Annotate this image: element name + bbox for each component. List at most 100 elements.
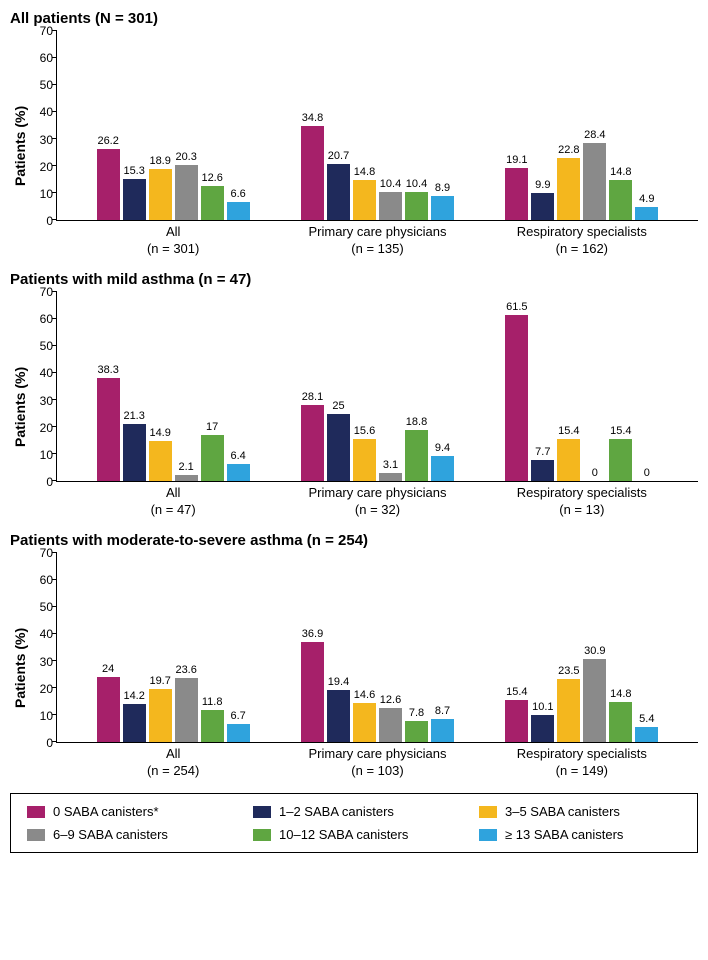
- x-labels: All(n = 47)Primary care physicians(n = 3…: [57, 485, 698, 519]
- bar: 26.2: [97, 149, 120, 220]
- bar-value-label: 18.9: [149, 155, 170, 167]
- y-tick: 50: [40, 339, 53, 353]
- bar-value-label: 14.8: [354, 166, 375, 178]
- bar-value-label: 10.4: [380, 178, 401, 190]
- chart: Patients (%)0102030405060702414.219.723.…: [10, 553, 698, 783]
- y-tick: 30: [40, 133, 53, 147]
- bar: 20.3: [175, 165, 198, 220]
- bar-group: 15.410.123.530.914.85.4: [480, 553, 684, 742]
- legend-label: 1–2 SABA canisters: [279, 804, 394, 819]
- bar: 6.4: [227, 464, 250, 481]
- legend-label: 3–5 SABA canisters: [505, 804, 620, 819]
- legend: 0 SABA canisters*1–2 SABA canisters3–5 S…: [10, 793, 698, 853]
- bar-value-label: 21.3: [123, 410, 144, 422]
- bar-value-label: 3.1: [383, 459, 398, 471]
- bar-group: 28.12515.63.118.89.4: [275, 292, 479, 481]
- bar-value-label: 14.6: [354, 689, 375, 701]
- y-ticks: 010203040506070: [30, 292, 56, 522]
- panel-title: Patients with mild asthma (n = 47): [10, 271, 698, 288]
- bar-value-label: 8.9: [435, 182, 450, 194]
- y-axis-label: Patients (%): [10, 553, 30, 783]
- y-tick: 40: [40, 366, 53, 380]
- bar-group: 34.8 20.7 14.8 10.4 10.4 8.9: [275, 31, 479, 220]
- y-tick: 10: [40, 448, 53, 462]
- bar-value-label: 23.5: [558, 665, 579, 677]
- bar: 9.9: [531, 193, 554, 220]
- bar: 19.1: [505, 168, 528, 220]
- bar-value-label: 15.6: [354, 425, 375, 437]
- bar: 10.4: [405, 192, 428, 220]
- bar: 28.4: [583, 143, 606, 220]
- bar: 5.4: [635, 727, 658, 742]
- x-label: All(n = 301): [71, 224, 275, 258]
- bar: 15.4: [505, 700, 528, 742]
- panel: Patients with mild asthma (n = 47) Patien…: [10, 271, 698, 522]
- panel-title: All patients (N = 301): [10, 10, 698, 27]
- x-label: Respiratory specialists(n = 13): [480, 485, 684, 519]
- panel-title: Patients with moderate-to-severe asthma …: [10, 532, 698, 549]
- bar-value-label: 61.5: [506, 301, 527, 313]
- x-label: Primary care physicians(n = 135): [275, 224, 479, 258]
- bar-group: 61.57.715.4015.40: [480, 292, 684, 481]
- bar: 14.8: [609, 180, 632, 220]
- bar-value-label: 20.7: [328, 150, 349, 162]
- y-tick: 70: [40, 24, 53, 38]
- bar-value-label: 6.6: [231, 188, 246, 200]
- bar-value-label: 14.2: [123, 690, 144, 702]
- bar-value-label: 28.4: [584, 129, 605, 141]
- legend-item: 6–9 SABA canisters: [27, 827, 229, 842]
- bar: 8.7: [431, 719, 454, 742]
- bar: 21.3: [123, 424, 146, 482]
- bar-value-label: 28.1: [302, 391, 323, 403]
- x-label: All(n = 47): [71, 485, 275, 519]
- bar-value-label: 8.7: [435, 705, 450, 717]
- plot-area: 26.215.318.920.312.66.634.820.714.810.41…: [56, 31, 698, 221]
- bar-value-label: 38.3: [97, 364, 118, 376]
- x-label: All(n = 254): [71, 746, 275, 780]
- y-tick: 40: [40, 627, 53, 641]
- bar-group: 38.321.314.92.1176.4: [71, 292, 275, 481]
- bar-value-label: 19.7: [149, 675, 170, 687]
- bar-value-label: 12.6: [201, 172, 222, 184]
- x-label: Respiratory specialists(n = 162): [480, 224, 684, 258]
- panel: Patients with moderate-to-severe asthma …: [10, 532, 698, 783]
- chart: Patients (%)01020304050607026.215.318.92…: [10, 31, 698, 261]
- y-axis-label: Patients (%): [10, 292, 30, 522]
- bar-value-label: 5.4: [639, 713, 654, 725]
- y-tick: 10: [40, 709, 53, 723]
- plot-area: 38.321.314.92.1176.428.12515.63.118.89.4…: [56, 292, 698, 482]
- legend-swatch: [479, 806, 497, 818]
- bar-value-label: 10.4: [406, 178, 427, 190]
- bar-value-label: 14.8: [610, 688, 631, 700]
- legend-item: ≥ 13 SABA canisters: [479, 827, 681, 842]
- legend-label: 10–12 SABA canisters: [279, 827, 408, 842]
- bar-group: 36.919.414.612.67.88.7: [275, 553, 479, 742]
- bar-value-label: 4.9: [639, 193, 654, 205]
- panel: All patients (N = 301)Patients (%)010203…: [10, 10, 698, 261]
- bar-value-label: 36.9: [302, 628, 323, 640]
- bar-value-label: 25: [332, 400, 344, 412]
- bar-value-label: 7.8: [409, 707, 424, 719]
- bar: 15.6: [353, 439, 376, 481]
- bar: 17: [201, 435, 224, 481]
- bar: 2.1: [175, 475, 198, 481]
- bar: 6.6: [227, 202, 250, 220]
- legend-item: 10–12 SABA canisters: [253, 827, 455, 842]
- bar-value-label: 15.4: [558, 425, 579, 437]
- bar-value-label: 10.1: [532, 701, 553, 713]
- bar: 19.4: [327, 690, 350, 742]
- bar: 18.9: [149, 169, 172, 220]
- legend-swatch: [253, 829, 271, 841]
- bar: 7.8: [405, 721, 428, 742]
- y-tick: 30: [40, 394, 53, 408]
- bar-value-label: 19.1: [506, 154, 527, 166]
- bar: 61.5: [505, 315, 528, 481]
- bar: 11.8: [201, 710, 224, 742]
- bar: 34.8: [301, 126, 324, 220]
- bar: 28.1: [301, 405, 324, 481]
- bar: 14.6: [353, 703, 376, 742]
- bar-value-label: 20.3: [175, 151, 196, 163]
- y-tick: 20: [40, 160, 53, 174]
- bar-value-label: 9.9: [535, 179, 550, 191]
- bar-value-label: 15.4: [506, 686, 527, 698]
